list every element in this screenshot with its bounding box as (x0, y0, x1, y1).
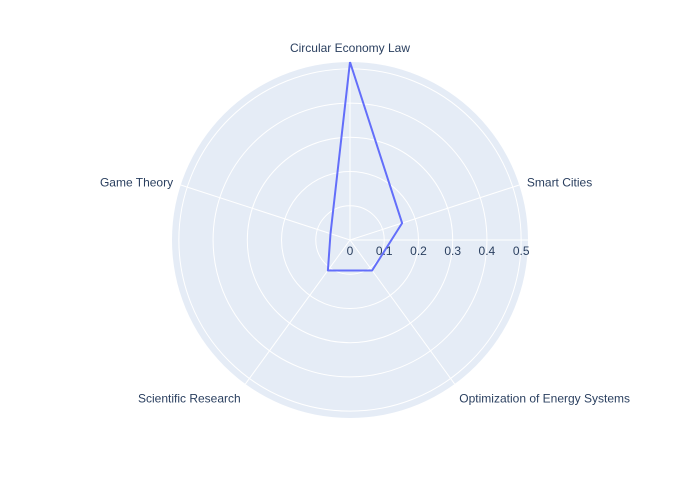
series-line (326, 61, 404, 272)
radial-tick-label: 0.1 (376, 244, 393, 258)
radial-tick-label: 0.5 (513, 244, 530, 258)
angular-spoke (349, 184, 520, 241)
category-label: Game Theory (100, 176, 173, 190)
radial-tick-label: 0.3 (444, 244, 461, 258)
radial-tick-label: 0.4 (479, 244, 496, 258)
angular-spoke (180, 184, 351, 241)
radial-tick-label: 0.2 (410, 244, 427, 258)
polar-grid (178, 62, 528, 412)
category-label: Smart Cities (527, 176, 592, 190)
label-layer: 0 0.1 0.2 0.3 0.4 0.5 Circular Economy Law Smar… (100, 41, 630, 406)
category-label: Circular Economy Law (290, 41, 410, 55)
angular-spoke (244, 239, 351, 385)
category-label: Optimization of Energy Systems (459, 392, 630, 406)
angular-spoke (349, 239, 456, 385)
series-layer (326, 61, 404, 272)
category-label: Scientific Research (138, 392, 241, 406)
radial-tick-label: 0 (347, 244, 354, 258)
